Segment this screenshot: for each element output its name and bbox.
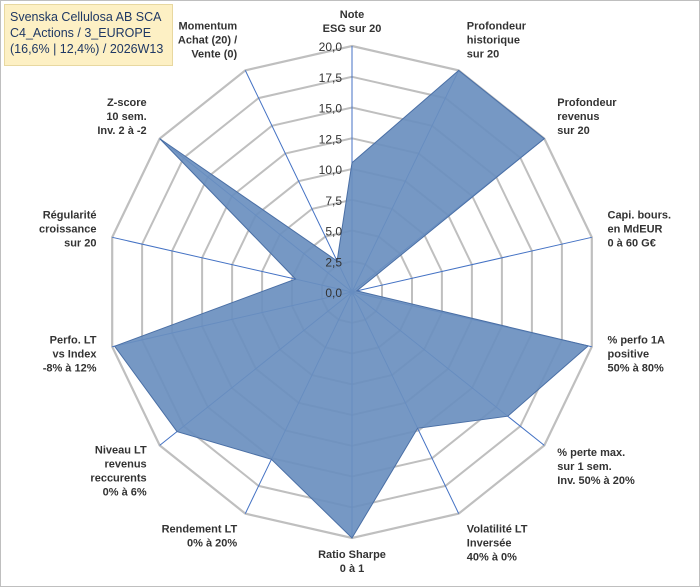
axis-spoke (244, 70, 353, 293)
tick-label: 17,5 (319, 71, 343, 85)
axis-label: Momentum Achat (20) / Vente (0) (178, 21, 238, 61)
tick-label: 15,0 (319, 102, 343, 116)
axis-label: Z-score 10 sem. Inv. 2 à -2 (97, 97, 146, 137)
tick-label: 5,0 (325, 225, 342, 239)
chart-title-line-3: (16,6% | 12,4%) / 2026W13 (10, 42, 164, 56)
axis-label: Perfo. LT vs Index -8% à 12% (43, 335, 98, 375)
axis-label: Profondeur historique sur 20 (467, 21, 527, 61)
axis-label: % perfo 1A positive 50% à 80% (608, 335, 666, 375)
axis-label: Régularité croissance sur 20 (39, 210, 96, 250)
tick-label: 20,0 (319, 40, 343, 54)
radar-axis-labels: Note ESG sur 20 Profondeur historique sur 20… (39, 9, 671, 575)
radar-series (113, 69, 590, 539)
axis-label: Profondeur revenus sur 20 (557, 97, 617, 137)
axis-label: Niveau LT revenus reccurents 0% à 6% (90, 445, 147, 499)
chart-title-line-2: C4_Actions / 3_EUROPE (10, 26, 152, 40)
tick-label: 0,0 (325, 286, 342, 300)
axis-spoke (351, 236, 592, 293)
axis-label: Rendement LT 0% à 20% (162, 523, 238, 549)
chart-title-box: Svenska Cellulosa AB SCA C4_Actions / 3_… (4, 4, 173, 66)
tick-label: 2,5 (325, 255, 342, 269)
tick-label: 10,0 (319, 163, 343, 177)
axis-label: Capi. bours. en MdEUR 0 à 60 G€ (608, 210, 672, 250)
axis-label: Ratio Sharpe 0 à 1 (318, 549, 386, 575)
tick-label: 7,5 (325, 194, 342, 208)
chart-title-line-1: Svenska Cellulosa AB SCA (10, 10, 162, 24)
tick-label: 12,5 (319, 132, 343, 146)
axis-label: Note ESG sur 20 (323, 9, 382, 35)
axis-label: Volatilité LT Inversée 40% à 0% (467, 523, 528, 563)
axis-label: % perte max. sur 1 sem. Inv. 50% à 20% (557, 447, 635, 487)
radar-tick-labels: 0,0 2,5 5,0 7,5 10,0 12,5 15,0 17,5 20,0 (319, 40, 343, 300)
series-area (113, 69, 590, 539)
